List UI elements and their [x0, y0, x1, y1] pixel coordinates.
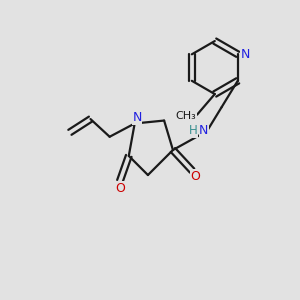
Text: O: O [115, 182, 125, 195]
Text: N: N [240, 48, 250, 61]
Text: O: O [191, 170, 201, 183]
Text: CH₃: CH₃ [176, 111, 196, 121]
Text: N: N [199, 124, 208, 137]
Text: N: N [132, 111, 142, 124]
Text: H: H [189, 124, 197, 137]
